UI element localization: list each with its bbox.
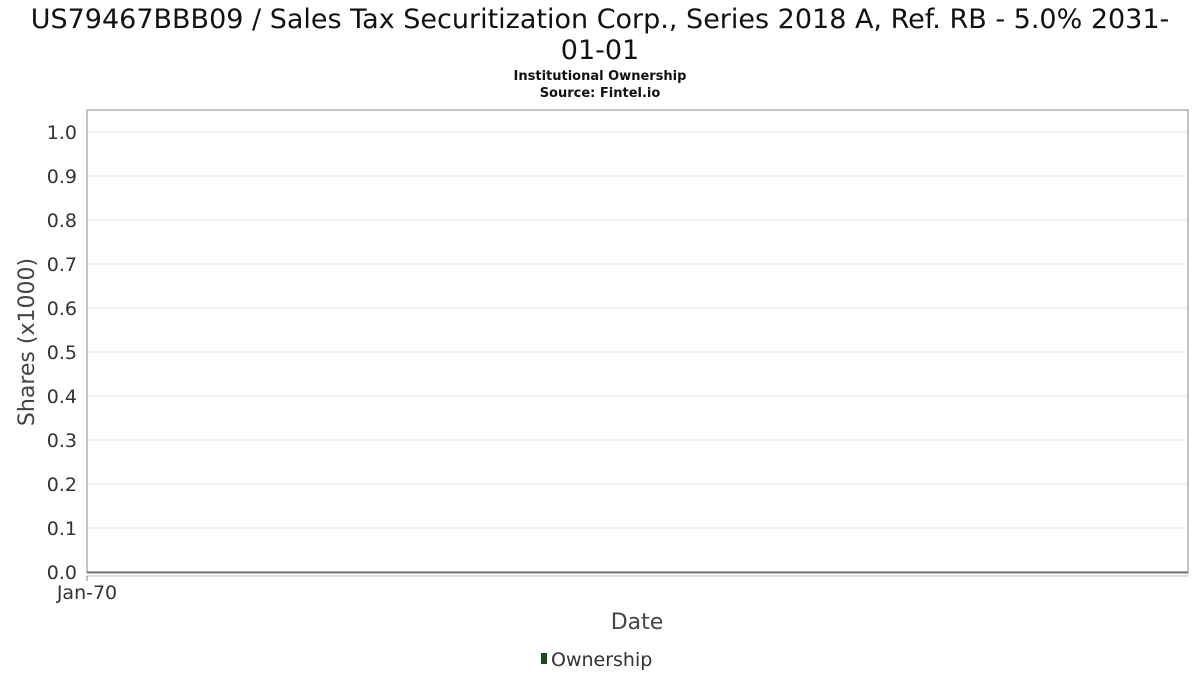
y-tick-label: 0.2 [47, 474, 77, 496]
plot-frame [86, 109, 1189, 574]
plot-area [86, 109, 1189, 574]
y-tick-label: 0.7 [47, 254, 77, 276]
y-tick-label: 0.6 [47, 298, 77, 320]
legend-swatch-ownership [541, 653, 547, 664]
y-tick-label: 0.9 [47, 166, 77, 188]
chart-title-line-2: 01-01 [561, 35, 639, 66]
legend: Ownership [541, 649, 652, 671]
grid-lines [88, 131, 1187, 529]
x-axis-label: Date [611, 610, 664, 635]
y-tick-label: 0.0 [47, 562, 77, 584]
chart-source: Source: Fintel.io [540, 86, 661, 101]
y-tick-label: 0.8 [47, 210, 77, 232]
y-axis: 0.0 0.1 0.2 0.3 0.4 0.5 0.6 0.7 0.8 0.9 1.0 [47, 122, 77, 584]
legend-label-ownership: Ownership [551, 649, 652, 671]
chart-title-line-1: US79467BBB09 / Sales Tax Securitization … [31, 4, 1170, 35]
y-tick-label: 0.4 [47, 386, 77, 408]
chart-subtitle: Institutional Ownership [514, 69, 687, 84]
y-tick-label: 1.0 [47, 122, 77, 144]
y-tick-label: 0.1 [47, 518, 77, 540]
y-tick-label: 0.5 [47, 342, 77, 364]
x-axis: Jan-70 [56, 571, 1188, 604]
x-tick-label: Jan-70 [56, 582, 117, 604]
y-tick-label: 0.3 [47, 430, 77, 452]
y-axis-label: Shares (x1000) [15, 258, 40, 426]
